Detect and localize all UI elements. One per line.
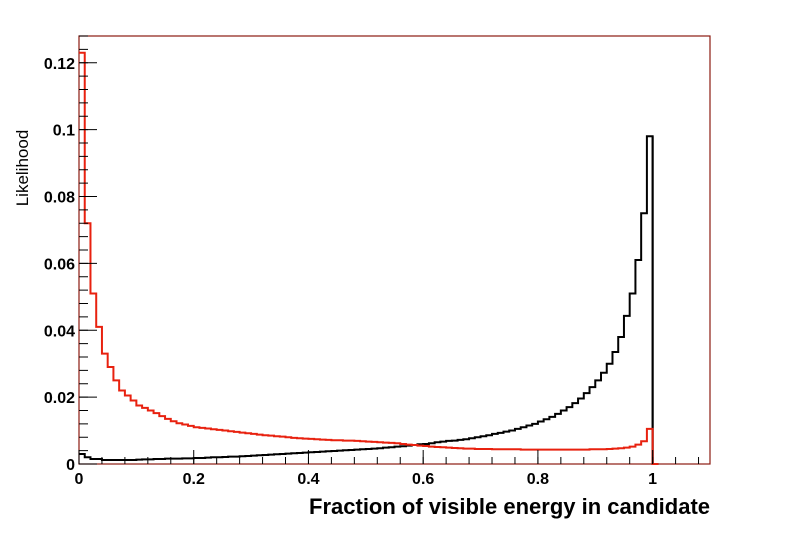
x-axis-title: Fraction of visible energy in candidate xyxy=(309,494,710,519)
x-tick-label: 0.8 xyxy=(527,471,549,488)
y-tick-label: 0 xyxy=(66,457,75,474)
x-tick-label: 0.2 xyxy=(183,471,205,488)
series-line-black xyxy=(79,135,659,465)
y-tick-label: 0.04 xyxy=(44,323,75,340)
x-tick-label: 0.4 xyxy=(297,471,319,488)
y-tick-label: 0.12 xyxy=(44,56,75,73)
axes: 0 0.2 0.4 0.6 0.8 1 0 0.02 0.04 0.06 0.08 0.1 0.12 xyxy=(44,35,700,488)
series-group xyxy=(79,51,659,465)
x-tick-label: 0 xyxy=(75,471,84,488)
plot-border xyxy=(78,35,711,465)
y-tick-label: 0.02 xyxy=(44,390,75,407)
series-line-red xyxy=(79,51,659,465)
y-tick-label: 0.08 xyxy=(44,190,75,207)
x-tick-label: 1 xyxy=(648,471,657,488)
plot-frame xyxy=(78,35,711,465)
y-axis-title: Likelihood xyxy=(13,130,32,207)
x-tick-label: 0.6 xyxy=(412,471,434,488)
y-tick-label: 0.06 xyxy=(44,256,75,273)
y-tick-label: 0.1 xyxy=(53,123,75,140)
